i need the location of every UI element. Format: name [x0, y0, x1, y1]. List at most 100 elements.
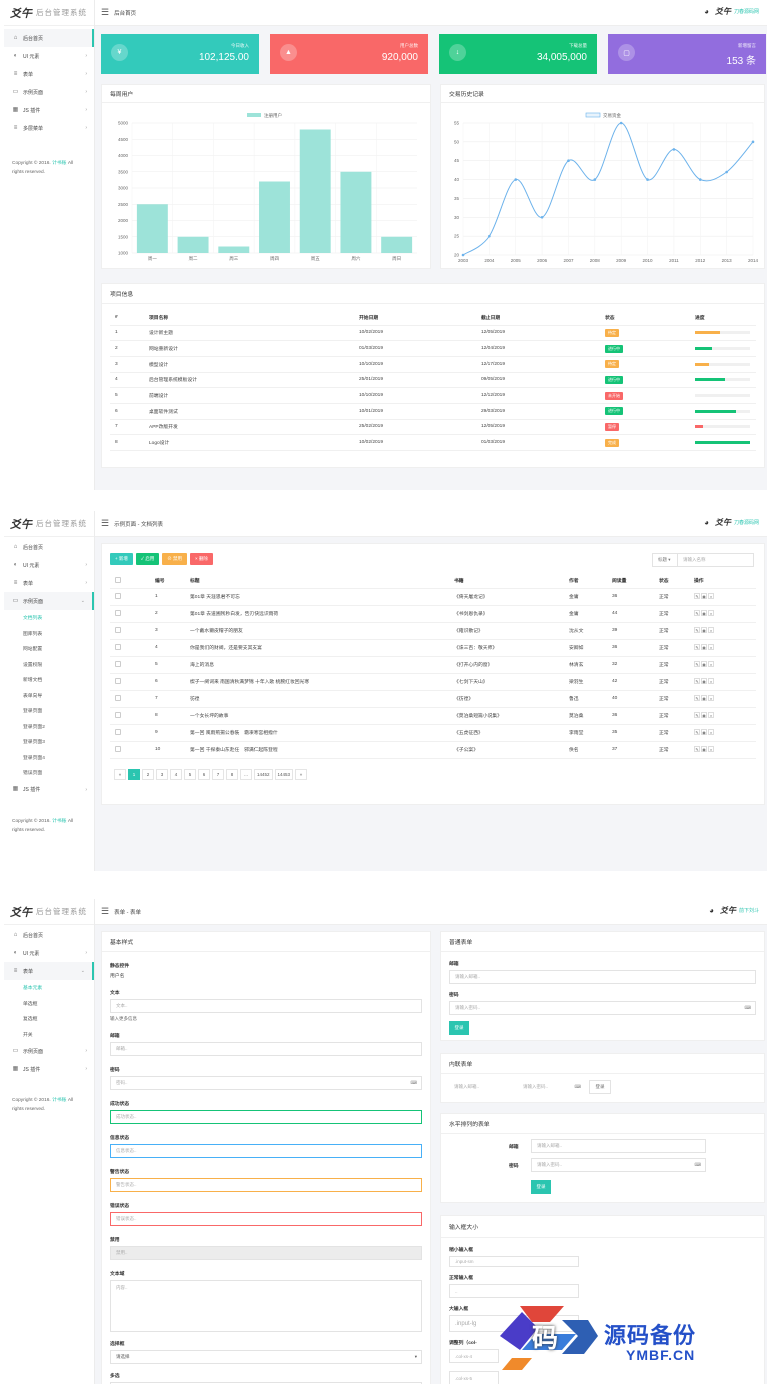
submenu-item[interactable]: 登录页面3 [23, 740, 45, 746]
view-icon[interactable]: ◉ [701, 712, 707, 718]
keyboard-icon[interactable]: ⌨ [410, 1080, 418, 1085]
view-icon[interactable]: ◉ [701, 678, 707, 684]
normal-input[interactable]: .. [449, 1284, 579, 1298]
view-icon[interactable]: ◉ [701, 593, 707, 599]
hamburger-icon[interactable]: ☰ [101, 7, 110, 17]
col4-input[interactable]: .col-xs-4 [449, 1349, 499, 1363]
page-link[interactable]: « [114, 768, 126, 780]
row-checkbox[interactable] [115, 626, 121, 633]
page-link[interactable]: 14452 [254, 768, 273, 780]
delete-icon[interactable]: × [708, 610, 714, 616]
page-link[interactable]: » [295, 768, 308, 780]
sidebar-item-4[interactable]: ▦ JS 插件 › [4, 101, 94, 119]
login-button[interactable]: 登录 [531, 1180, 551, 1194]
sidebar-item-0[interactable]: ⌂ 后台首页 [4, 29, 94, 47]
page-link[interactable]: 6 [198, 768, 210, 780]
multiselect[interactable]: 选项 #1选项 #2选项 #3选项 #4 [110, 1382, 422, 1384]
logo[interactable]: 爻午 后台管理系统 [4, 511, 94, 537]
view-icon[interactable]: ◉ [701, 729, 707, 735]
delete-icon[interactable]: × [708, 746, 714, 752]
user-menu[interactable]: 刀春源码网 [733, 520, 759, 526]
delete-icon[interactable]: × [708, 661, 714, 667]
page-link[interactable]: 2 [142, 768, 154, 780]
view-icon[interactable]: ◉ [701, 644, 707, 650]
toolbar-button[interactable]: ⊘ 禁用 [162, 553, 187, 565]
hamburger-icon[interactable]: ☰ [101, 518, 110, 528]
keyboard-icon[interactable]: ⌨ [574, 1084, 582, 1089]
page-link[interactable]: 8 [226, 768, 238, 780]
edit-icon[interactable]: ✎ [694, 729, 700, 735]
submenu-item[interactable]: 图库列表 [23, 631, 43, 637]
submenu-item[interactable]: 登录页面2 [23, 724, 45, 730]
row-checkbox[interactable] [115, 711, 121, 718]
row-checkbox[interactable] [115, 609, 121, 616]
toolbar-button[interactable]: ✓ 启用 [135, 553, 160, 565]
password-input[interactable]: 请输入密码.. ⌨ [531, 1158, 706, 1172]
delete-icon[interactable]: × [708, 627, 714, 633]
email-input[interactable]: 请输入邮箱.. [531, 1139, 706, 1153]
inline-login-button[interactable]: 登录 [589, 1080, 611, 1094]
row-checkbox[interactable] [115, 660, 121, 667]
sidebar-item-5[interactable]: ≡ 多层菜单 › [4, 119, 94, 137]
submenu-item[interactable]: 复选框 [23, 1017, 38, 1023]
submenu-item[interactable]: 基本元素 [23, 986, 43, 992]
delete-icon[interactable]: × [708, 644, 714, 650]
sidebar-item-1[interactable]: ◐ UI 元素 › [4, 944, 94, 962]
edit-icon[interactable]: ✎ [694, 644, 700, 650]
row-checkbox[interactable] [115, 745, 121, 752]
search-input[interactable]: 请输入名称 [678, 553, 754, 567]
sidebar-item-3[interactable]: ▭ 示例页面 ⌄ [4, 592, 94, 610]
user-menu[interactable]: 刀春源码网 [733, 9, 759, 15]
select-all-checkbox[interactable] [115, 576, 121, 583]
submenu-item[interactable]: 文档列表 [23, 616, 43, 622]
delete-icon[interactable]: × [708, 695, 714, 701]
page-link[interactable]: 7 [212, 768, 224, 780]
page-link[interactable]: 5 [184, 768, 196, 780]
submenu-item[interactable]: 登录页面 [23, 709, 43, 715]
sidebar-item-2[interactable]: ≡ 表单 › [4, 574, 94, 592]
row-checkbox[interactable] [115, 592, 121, 599]
delete-icon[interactable]: × [708, 593, 714, 599]
sidebar-item-3[interactable]: ▭ 示例页面 › [4, 83, 94, 101]
row-checkbox[interactable] [115, 694, 121, 701]
toolbar-button[interactable]: + 新增 [110, 553, 133, 565]
submenu-item[interactable]: 新增文档 [23, 678, 43, 684]
delete-icon[interactable]: × [708, 712, 714, 718]
sidebar-item-2[interactable]: ≡ 表单 ⌄ [4, 962, 94, 980]
col5-input[interactable]: .col-xs-5 [449, 1371, 499, 1384]
submenu-item[interactable]: 开关 [23, 1032, 33, 1038]
toolbar-button[interactable]: × 删除 [189, 553, 213, 565]
edit-icon[interactable]: ✎ [694, 593, 700, 599]
sidebar-item-0[interactable]: ⌂ 后台首页 [4, 538, 94, 556]
submenu-item[interactable]: 单选框 [23, 1001, 38, 1007]
edit-icon[interactable]: ✎ [694, 695, 700, 701]
page-link[interactable]: 3 [156, 768, 168, 780]
submenu-item[interactable]: 设置权限 [23, 662, 43, 668]
delete-icon[interactable]: × [708, 729, 714, 735]
avatar[interactable]: 爻午 [714, 517, 731, 527]
edit-icon[interactable]: ✎ [694, 661, 700, 667]
user-menu[interactable]: 前下刘斗 [738, 908, 759, 914]
success-input[interactable]: 成功状态.. [110, 1110, 422, 1124]
submenu-item[interactable]: 错误页面 [23, 771, 43, 777]
inline-email-input[interactable]: 请输入邮箱.. [449, 1080, 514, 1094]
page-link[interactable]: 14453 [274, 768, 294, 780]
palette-icon[interactable]: ◕ [704, 7, 709, 16]
info-input[interactable]: 信息状态.. [110, 1144, 422, 1158]
page-link[interactable]: ... [240, 768, 252, 780]
view-icon[interactable]: ◉ [701, 746, 707, 752]
logo[interactable]: 爻午 后台管理系统 [4, 0, 94, 26]
warning-input[interactable]: 警告状态.. [110, 1178, 422, 1192]
submenu-item[interactable]: 表单向导 [23, 693, 43, 699]
row-checkbox[interactable] [115, 643, 121, 650]
sidebar-item-2[interactable]: ≡ 表单 › [4, 65, 94, 83]
page-link[interactable]: 4 [170, 768, 182, 780]
copyright-link[interactable]: 计书账 [52, 1098, 67, 1103]
avatar[interactable]: 爻午 [714, 6, 731, 16]
delete-icon[interactable]: × [708, 678, 714, 684]
hamburger-icon[interactable]: ☰ [101, 906, 110, 916]
inline-password-input[interactable]: 请输入密码.. ⌨ [518, 1080, 583, 1094]
small-input[interactable]: .input-sm [449, 1256, 579, 1267]
view-icon[interactable]: ◉ [701, 695, 707, 701]
sidebar-item-1[interactable]: ◐ UI 元素 › [4, 47, 94, 65]
